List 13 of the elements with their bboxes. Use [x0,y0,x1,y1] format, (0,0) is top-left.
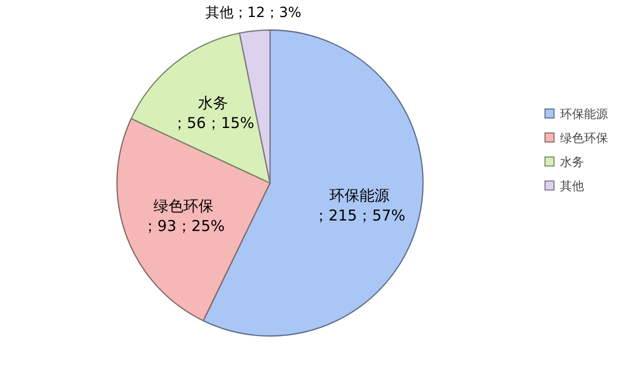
pie-slice [116,118,271,322]
legend-label: 环保能源 [560,107,608,121]
pie-slice [130,32,271,184]
data-label: ；56；15% [172,114,254,132]
data-label: ；215；57% [313,206,406,225]
slice-label: 环保能源 [329,186,390,205]
legend-label: 其他 [560,179,584,193]
slice-label: 绿色环保 [154,196,214,215]
legend-label: 水务 [560,155,584,169]
legend-label: 绿色环保 [560,131,608,145]
data-label: ；93；25% [142,216,225,235]
category-label: 其他；12；3% [205,4,302,21]
slice-label: 水务 [198,94,228,112]
